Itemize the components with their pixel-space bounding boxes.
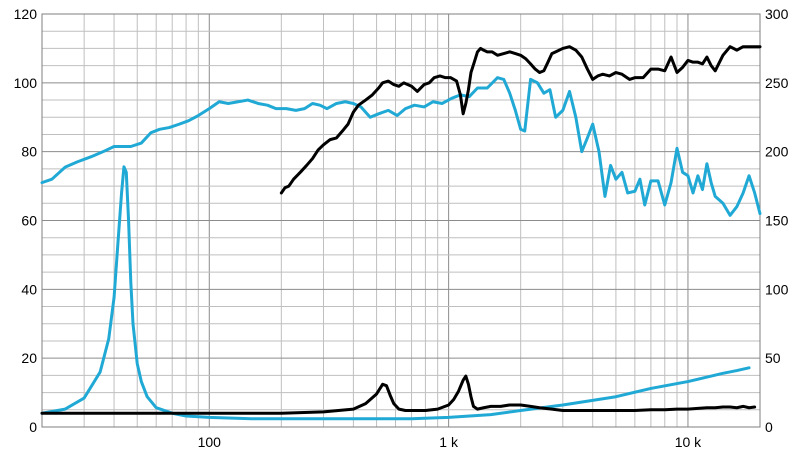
y-right-tick-label: 200 [765,144,789,160]
chart-grid [41,13,761,428]
y-left-tick-label: 60 [21,213,37,229]
series-line-3 [279,45,762,195]
chart-tick-layer: 0 20 40 60 80 100 120 0 50 100 150 200 250 300 100 1 k 1… [14,6,789,450]
series-line-1 [40,76,762,217]
y-right-tick-label: 150 [765,213,789,229]
y-left-tick-label: 80 [21,144,37,160]
y-right-tick-label: 250 [765,75,789,91]
y-right-tick-label: 100 [765,281,789,297]
y-right-tick-label: 300 [765,6,789,22]
y-left-tick-label: 120 [14,6,38,22]
y-left-tick-label: 0 [29,419,37,435]
x-tick-label: 100 [198,434,222,450]
y-right-tick-label: 0 [765,419,773,435]
y-left-tick-label: 20 [21,350,37,366]
x-tick-label: 10 k [675,434,702,450]
y-left-tick-label: 100 [14,75,38,91]
x-tick-label: 1 k [439,434,459,450]
y-right-tick-label: 50 [765,350,781,366]
series-line-4 [40,374,757,415]
plot-frame [41,13,761,428]
chart-series-layer [40,45,762,421]
y-left-tick-label: 40 [21,281,37,297]
